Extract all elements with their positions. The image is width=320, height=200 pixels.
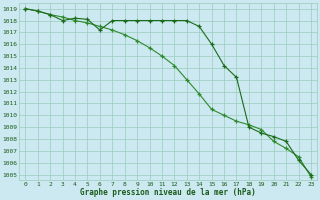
X-axis label: Graphe pression niveau de la mer (hPa): Graphe pression niveau de la mer (hPa): [80, 188, 256, 197]
